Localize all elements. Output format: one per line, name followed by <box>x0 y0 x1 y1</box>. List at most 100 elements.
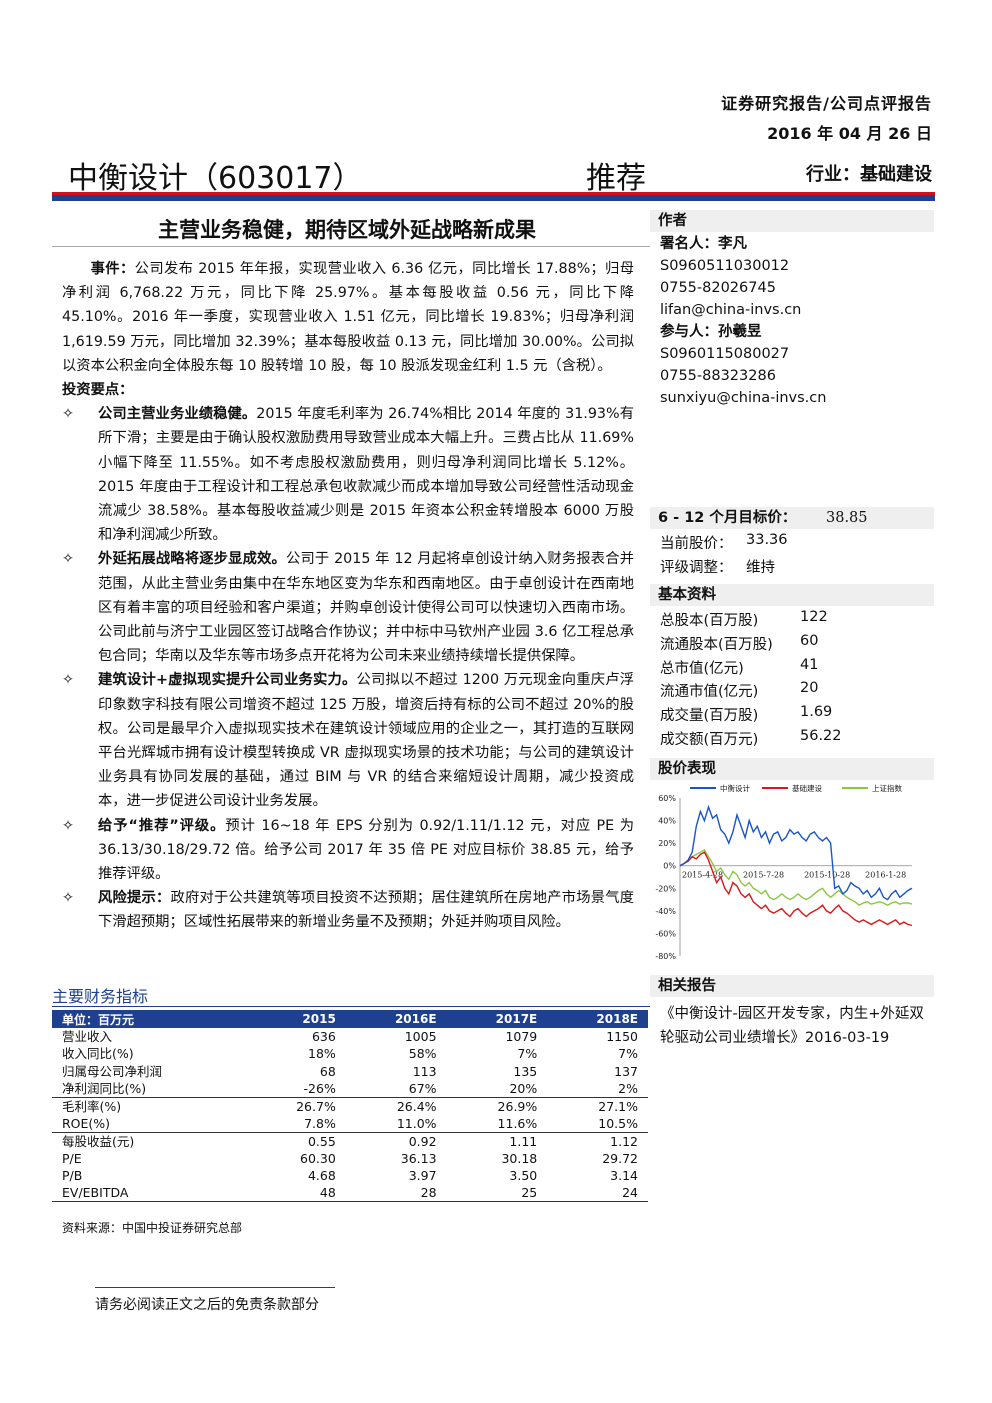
basic-value: 56.22 <box>800 728 842 744</box>
table-cell: 26.4% <box>396 1098 437 1114</box>
table-cell: 0.92 <box>408 1133 437 1149</box>
table-cell: 1079 <box>505 1029 538 1045</box>
table-row: 每股收益(元) 0.55 0.92 1.11 1.12 <box>52 1132 648 1150</box>
bullet-icon: ✧ <box>62 890 74 907</box>
y-tick-label: -40% <box>655 907 676 916</box>
year-header: 2016E <box>345 1010 447 1028</box>
table-cell: 25 <box>446 1184 548 1203</box>
x-tick-label: 2015-4-28 <box>682 871 723 880</box>
unit-header: 单位：百万元 <box>52 1010 249 1028</box>
y-tick-label: -60% <box>655 929 676 938</box>
financials-table: 单位：百万元 2015 2016E 2017E 2018E 营业收入 636 1005 107… <box>52 1010 648 1203</box>
chart-label: 股价表现 <box>650 758 934 780</box>
basic-value: 1.69 <box>800 704 833 721</box>
basic-key: 成交量(百万股) <box>660 708 759 725</box>
price-value: 33.36 <box>746 532 788 548</box>
row-label: 净利润同比(%) <box>52 1079 249 1098</box>
participant-email[interactable]: sunxiyu@china-invs.cn <box>660 390 827 406</box>
source-note: 资料来源：中国中投证券研究总部 <box>62 1221 243 1235</box>
basic-key: 流通股本(百万股) <box>660 636 773 653</box>
table-cell: 26.9% <box>497 1098 538 1114</box>
table-cell: 1150 <box>606 1029 638 1045</box>
table-row: 归属母公司净利润 68 113 135 137 <box>52 1063 648 1080</box>
report-date: 2016 年 04 月 26 日 <box>767 124 932 143</box>
year-header: 2017E <box>446 1010 548 1028</box>
x-tick-label: 2016-1-28 <box>865 871 906 880</box>
row-label: 每股收益(元) <box>62 1133 135 1149</box>
y-tick-label: 20% <box>658 839 676 848</box>
bullet-icon: ✧ <box>62 406 74 423</box>
related-report[interactable]: 《中衡设计-园区开发专家，内生+外延双轮驱动公司业绩增长》2016-03-19 <box>660 1006 924 1046</box>
table-cell: 7.8% <box>248 1114 346 1133</box>
basic-key: 流通市值(亿元) <box>660 684 759 701</box>
point-2: ✧ 外延拓展战略将逐步显成效。公司于 2015 年 12 月起将卓创设计纳入财务报… <box>62 547 634 668</box>
bullet-icon: ✧ <box>62 672 74 689</box>
related-label: 相关报告 <box>650 975 934 997</box>
table-cell: 27.1% <box>598 1098 638 1114</box>
table-cell: 58% <box>408 1046 437 1062</box>
table-cell: 20% <box>446 1079 548 1098</box>
body-text: 事件：公司发布 2015 年年报，实现营业收入 6.36 亿元，同比增长 17.… <box>62 257 634 935</box>
table-row: 毛利率(%) 26.7% 26.4% 26.9% 27.1% <box>52 1097 648 1115</box>
table-cell: 2% <box>547 1079 648 1098</box>
industry: 行业：基础建设 <box>806 164 932 185</box>
header-rule-blue <box>52 195 935 201</box>
table-cell: 28 <box>345 1184 447 1203</box>
row-label: EV/EBITDA <box>52 1184 249 1203</box>
price-label: 当前股价： <box>660 536 733 552</box>
table-cell: 29.72 <box>602 1151 638 1167</box>
table-row: 收入同比(%) 18% 58% 7% 7% <box>52 1045 648 1062</box>
report-type: 证券研究报告/公司点评报告 <box>721 94 932 113</box>
table-cell: 137 <box>614 1063 638 1079</box>
rating: 推荐 <box>586 161 646 196</box>
event-paragraph: 事件：公司发布 2015 年年报，实现营业收入 6.36 亿元，同比增长 17.… <box>62 257 634 378</box>
header-rule-red <box>52 192 935 195</box>
basic-key: 总股本(百万股) <box>660 613 759 629</box>
row-label: P/B <box>62 1168 83 1184</box>
participant-phone: 0755-88323286 <box>660 368 776 384</box>
rating-label: 评级调整： <box>660 560 733 576</box>
table-row: P/E 60.30 36.13 30.18 29.72 <box>52 1150 648 1167</box>
table-cell: 11.0% <box>345 1114 447 1133</box>
legend-label: 中衡设计 <box>720 783 750 793</box>
author-id: S0960511030012 <box>660 258 790 274</box>
row-label: ROE(%) <box>52 1114 249 1133</box>
company-name: 中衡设计（603017） <box>68 161 363 196</box>
basic-label: 基本资料 <box>650 584 934 606</box>
table-cell: 113 <box>412 1063 437 1079</box>
table-cell: 7% <box>517 1046 538 1062</box>
basic-key: 成交额(百万元) <box>660 732 759 748</box>
row-label: 归属母公司净利润 <box>62 1063 163 1079</box>
table-row: EV/EBITDA 48 28 25 24 <box>52 1184 648 1203</box>
y-tick-label: 0% <box>663 862 676 871</box>
row-label: 收入同比(%) <box>62 1046 134 1062</box>
target-label: 6 - 12 个月目标价： <box>658 510 797 526</box>
event-label: 事件： <box>90 261 135 277</box>
headline: 主营业务稳健，期待区域外延战略新成果 <box>158 218 536 242</box>
headline-rule <box>52 246 650 247</box>
participant-id: S0960115080027 <box>660 346 790 362</box>
table-row: 营业收入 636 1005 1079 1150 <box>52 1028 648 1045</box>
table-cell: 3.97 <box>408 1168 437 1184</box>
y-tick-label: 60% <box>658 794 676 803</box>
series-line-上证指数 <box>679 848 913 907</box>
row-label: P/E <box>62 1151 82 1167</box>
table-cell: 1.12 <box>610 1133 638 1149</box>
author-phone: 0755-82026745 <box>660 280 776 296</box>
author-email[interactable]: lifan@china-invs.cn <box>660 302 802 318</box>
bullet-icon: ✧ <box>62 551 74 568</box>
financials-title: 主要财务指标 <box>52 987 149 1006</box>
table-cell: 4.68 <box>307 1168 336 1184</box>
table-cell: 18% <box>308 1046 336 1062</box>
table-row: ROE(%) 7.8% 11.0% 11.6% 10.5% <box>52 1114 648 1133</box>
legend-label: 基础建设 <box>792 783 822 793</box>
basic-value: 60 <box>800 632 819 649</box>
financials-rule <box>52 1006 650 1007</box>
target-value: 38.85 <box>826 510 868 526</box>
table-cell: 24 <box>547 1184 648 1203</box>
basic-value: 20 <box>800 680 819 697</box>
table-cell: 36.13 <box>400 1151 437 1167</box>
participant-name: 参与人：孙羲昱 <box>660 324 762 340</box>
table-cell: 3.14 <box>610 1168 638 1184</box>
table-cell: 7% <box>618 1046 638 1062</box>
